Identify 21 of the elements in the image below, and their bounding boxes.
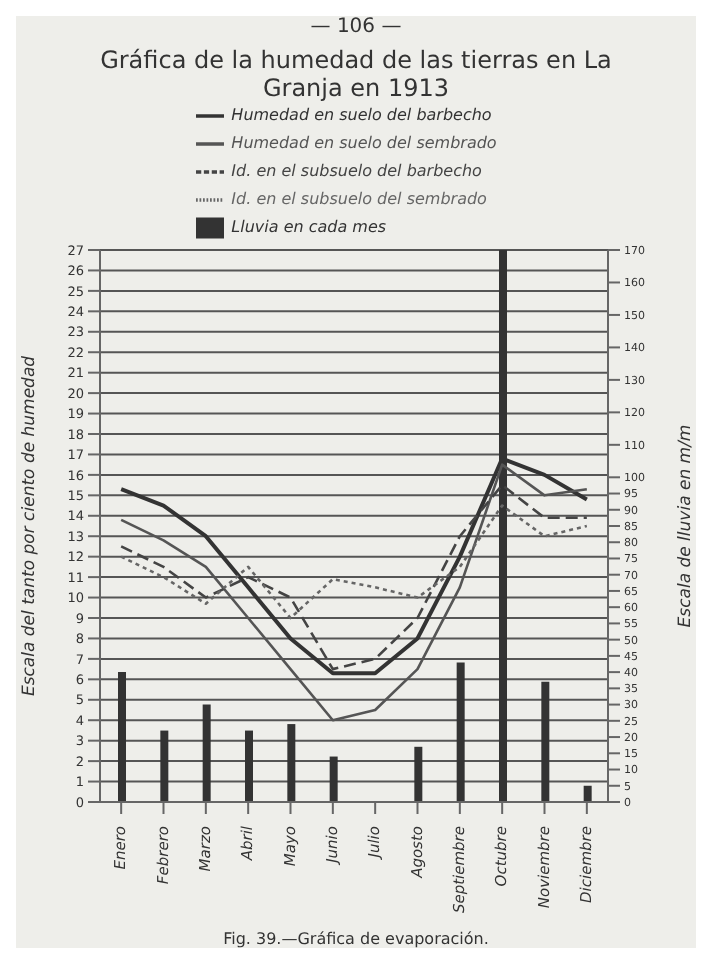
bar [160, 730, 169, 802]
legend-label: Id. en el subsuelo del sembrado [231, 190, 487, 209]
caption: Fig. 39.—Gráfica de evaporación. [221, 930, 491, 948]
bar [541, 681, 550, 802]
chart-title: Gráfica de la humedad de las tierras en La Granja en 1913 [98, 46, 614, 102]
y2-axis-title: Escala de lluvia en m/m [676, 424, 697, 628]
legend-label: Id. en el subsuelo del barbecho [231, 162, 482, 181]
bar [287, 724, 296, 802]
text: — 106 — [308, 16, 404, 38]
bar [245, 730, 253, 802]
legend-label: Humedad en suelo del barbecho [231, 106, 492, 125]
y-axis-title: Escala del tanto por ciento de humedad [20, 354, 41, 697]
bar [329, 756, 338, 802]
bar [414, 746, 423, 802]
legend-label: Humedad en suelo del sembrado [231, 134, 497, 153]
bar [202, 704, 211, 802]
bar [456, 662, 465, 802]
bar [118, 672, 126, 802]
bar [583, 785, 592, 802]
line-series [119, 504, 589, 620]
legend-label: Lluvia en cada mes [231, 218, 387, 237]
